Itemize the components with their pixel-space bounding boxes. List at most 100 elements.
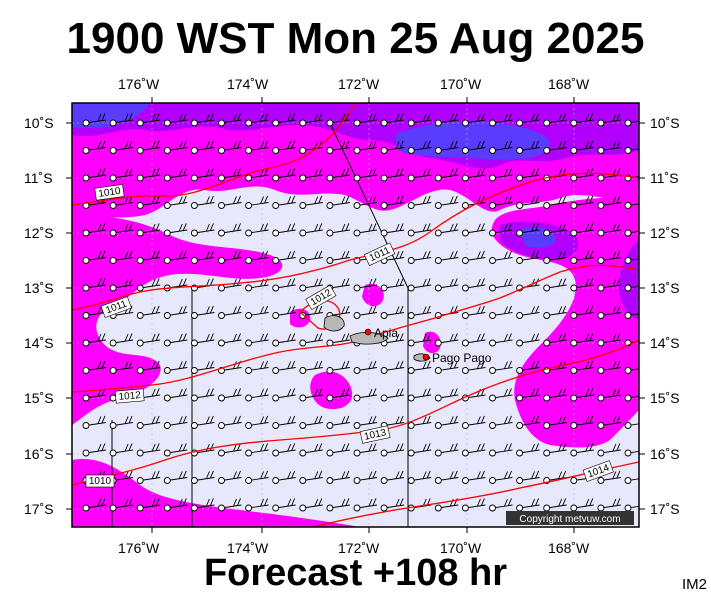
- station-circle: [624, 477, 632, 484]
- station-circle: [597, 284, 605, 292]
- wind-barb-feather: [182, 195, 187, 204]
- wind-barb-feather: [345, 415, 350, 424]
- wind-barb-feather: [504, 141, 508, 149]
- station-circle: [380, 119, 388, 127]
- wind-barb-feather: [531, 196, 536, 204]
- wind-barb-feather: [318, 360, 323, 369]
- station-circle: [407, 367, 415, 374]
- wind-barb-feather: [616, 195, 621, 204]
- station-circle: [624, 257, 632, 264]
- station-circle: [299, 504, 307, 512]
- station-circle: [597, 119, 605, 127]
- wind-barb-feather: [97, 168, 102, 177]
- station-circle: [570, 394, 578, 402]
- wind-barb-feather: [453, 223, 458, 231]
- wind-barb-feather: [155, 113, 160, 121]
- wind-barb-feather: [616, 140, 621, 149]
- wind-barb-feather: [178, 471, 183, 479]
- wind-barb-feather: [476, 471, 481, 479]
- wind-barb-feather: [318, 223, 323, 231]
- wind-barb-feather: [644, 306, 647, 313]
- lon-label-top-176w: 176˚W: [118, 76, 160, 92]
- station-circle: [136, 174, 144, 182]
- copyright-box: [506, 511, 634, 525]
- wind-barb-feather: [314, 361, 319, 369]
- wind-barb-feather: [178, 223, 183, 232]
- wind-barb-feather: [562, 360, 567, 369]
- wind-barb-feather: [644, 168, 647, 175]
- wind-barb-feather: [422, 361, 427, 369]
- wind-barb-feather: [237, 223, 241, 231]
- lat-label-right-12s: 12˚S: [650, 225, 680, 241]
- wind-barb-feather: [422, 196, 427, 204]
- wind-barb-feather: [233, 278, 237, 287]
- wind-barb-feather: [562, 305, 567, 314]
- wind-barb-feather: [318, 333, 323, 341]
- wind-barb-feather: [287, 141, 292, 149]
- station-circle: [163, 339, 171, 347]
- station-circle: [163, 449, 171, 457]
- station-circle: [272, 477, 280, 484]
- station-circle: [597, 504, 605, 512]
- wind-barb-feather: [535, 388, 540, 396]
- station-circle: [543, 147, 551, 154]
- wind-barb-feather: [237, 168, 241, 176]
- wind-barb-feather: [535, 140, 540, 149]
- wind-barb-feather: [205, 498, 210, 507]
- wind-barb-feather: [399, 140, 404, 149]
- station-circle: [353, 394, 361, 402]
- wind-barb-feather: [372, 168, 377, 176]
- wind-barb-feather: [318, 113, 323, 121]
- wind-barb-feather: [395, 251, 400, 259]
- wind-barb-feather: [640, 279, 643, 286]
- wind-barb-feather: [508, 250, 512, 259]
- wind-barb-feather: [508, 333, 512, 341]
- wind-barb-feather: [128, 415, 133, 424]
- wind-barb-feather: [589, 223, 594, 231]
- wind-barb-feather: [508, 140, 512, 149]
- isobar-label-1010-south: 1010: [89, 476, 112, 487]
- wind-barb-feather: [341, 333, 346, 342]
- pago-pago-marker: [422, 353, 430, 361]
- station-circle: [516, 449, 524, 457]
- wind-barb-feather: [558, 278, 563, 287]
- station-circle: [82, 257, 90, 264]
- wind-barb-feather: [508, 305, 512, 314]
- wind-barb-feather: [531, 471, 536, 479]
- wind-barb-feather: [644, 113, 647, 120]
- wind-barb-feather: [476, 333, 481, 342]
- wind-barb-feather: [508, 168, 512, 176]
- station-circle: [109, 174, 117, 182]
- lon-label-bottom-176w: 176˚W: [118, 540, 160, 556]
- station-circle: [461, 119, 469, 127]
- wind-barb-feather: [558, 498, 563, 507]
- wind-barb-feather: [155, 443, 160, 451]
- wind-barb-feather: [422, 168, 427, 177]
- wind-barb-feather: [237, 305, 241, 314]
- station-circle: [136, 147, 144, 154]
- station-circle: [82, 504, 90, 512]
- station-circle: [516, 312, 524, 319]
- wind-barb-feather: [508, 498, 512, 506]
- wind-barb-feather: [644, 471, 647, 478]
- wind-barb-feather: [395, 361, 400, 369]
- wind-barb-feather: [395, 113, 400, 122]
- wind-barb-feather: [453, 388, 458, 396]
- wind-barb-feather: [422, 141, 427, 149]
- station-circle: [597, 449, 605, 457]
- lon-label-top-168w: 168˚W: [548, 76, 590, 92]
- wind-barb-feather: [101, 223, 106, 231]
- station-circle: [136, 422, 144, 429]
- station-circle: [272, 449, 280, 457]
- wind-barb-feather: [182, 388, 187, 396]
- station-circle: [326, 257, 334, 264]
- wind-barb-feather: [233, 223, 237, 232]
- wind-barb-feather: [287, 443, 292, 452]
- wind-barb-feather: [476, 168, 481, 177]
- lat-label-right-11s: 11˚S: [650, 170, 679, 186]
- wind-barb-feather: [476, 223, 481, 232]
- wind-barb-feather: [314, 113, 319, 122]
- station-circle: [136, 367, 144, 374]
- wind-barb-feather: [453, 278, 458, 286]
- station-circle: [245, 367, 253, 374]
